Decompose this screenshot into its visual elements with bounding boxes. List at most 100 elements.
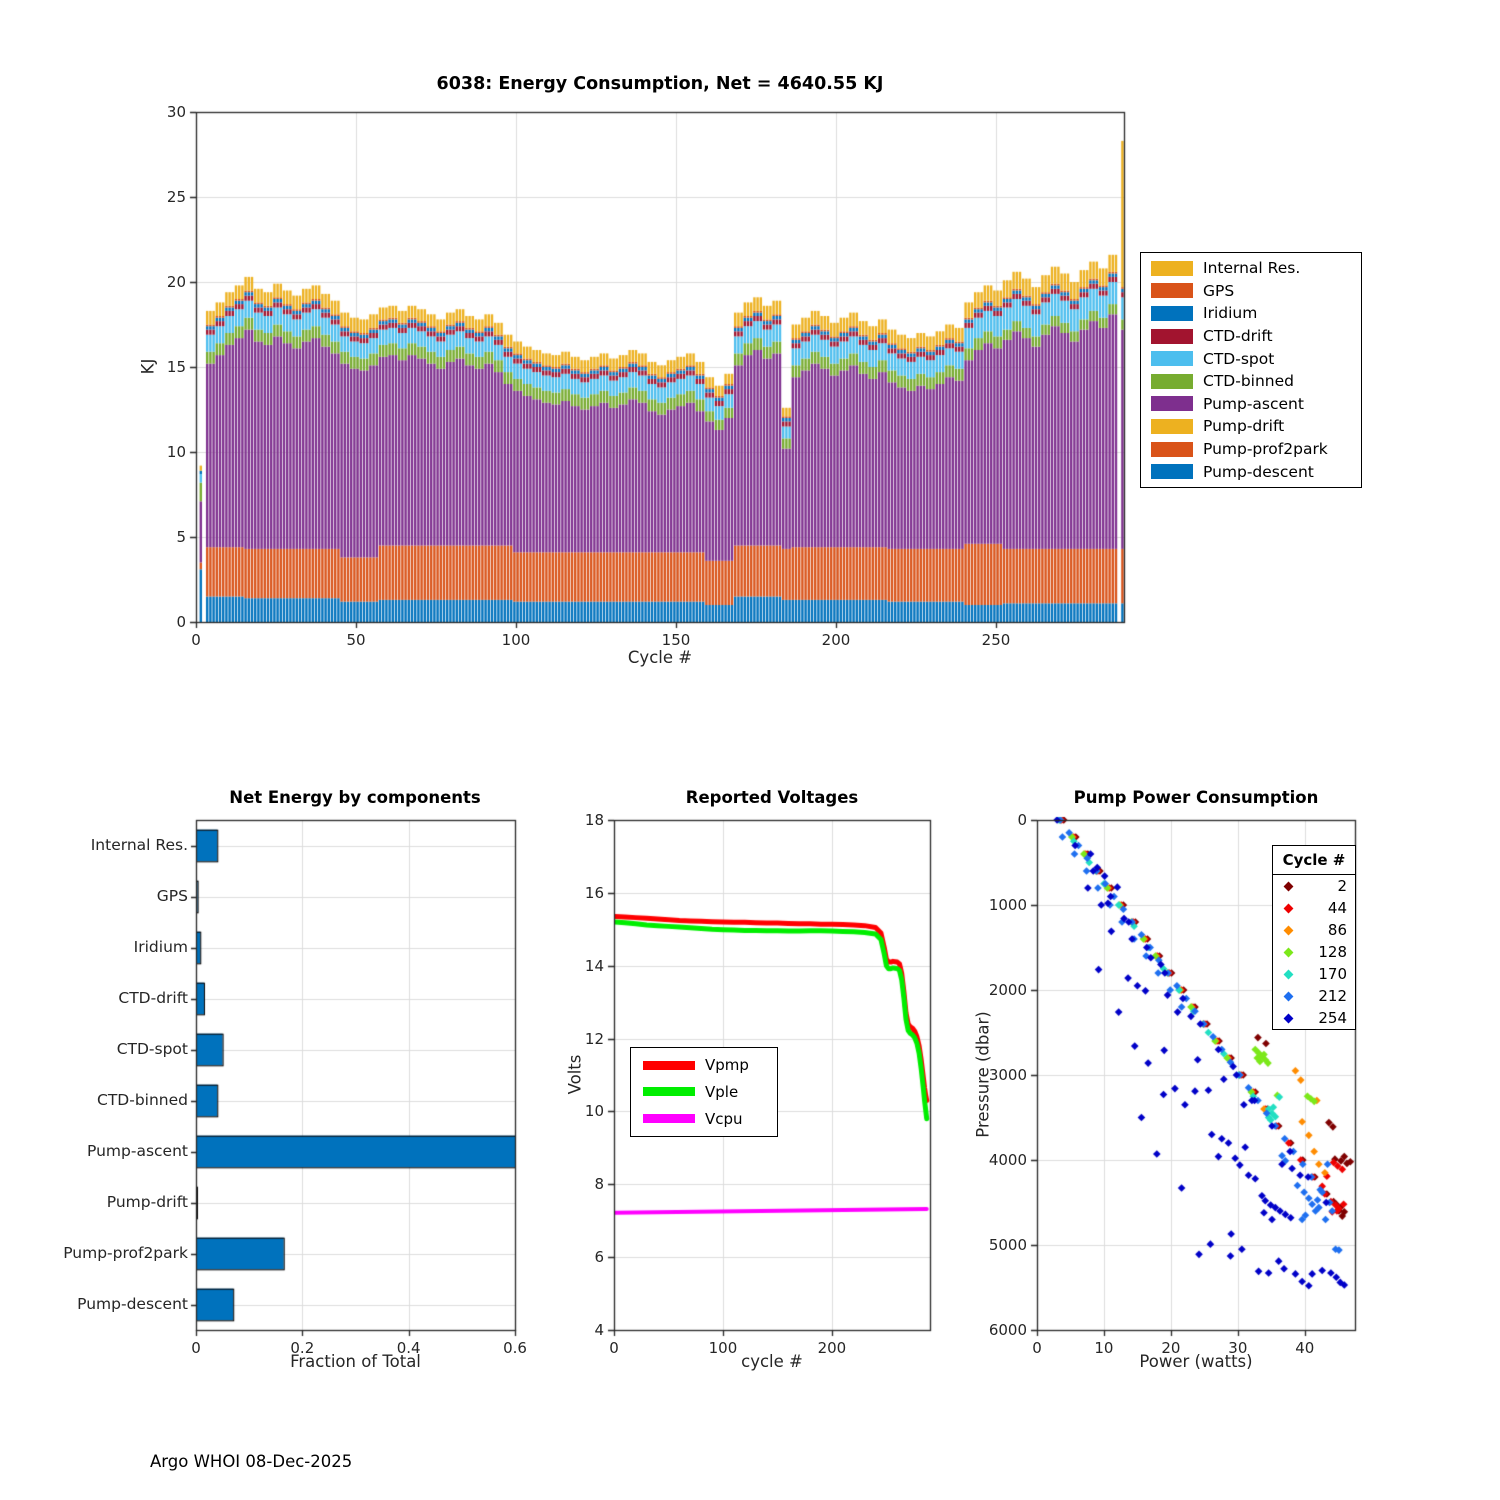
volts-ylabel: Volts [565,1054,585,1095]
pump-ytick: 4000 [988,1151,1027,1169]
pump-legend-items: 2 44 86 128 170 212 254 [1273,875,1355,1029]
volts-ytick: 14 [584,956,604,975]
legend-label: Iridium [1203,304,1258,323]
energy-legend: Internal Res. GPS Iridium CTD-drift CTD-spot… [1140,252,1362,488]
legend-swatch [1151,396,1193,412]
energy-xtick: 150 [661,631,691,649]
pump-legend-item: 212 [1273,985,1355,1007]
energy-xtick: 50 [346,631,366,649]
pump-ytick: 3000 [988,1066,1027,1084]
volts-ytick: 12 [584,1029,604,1048]
pump-ytick: 5000 [988,1236,1027,1254]
legend-line-swatch [643,1114,695,1124]
volts-xtick: 200 [817,1339,847,1357]
energy-xlabel: Cycle # [627,648,693,667]
volts-ytick: 6 [594,1248,604,1267]
legend-label: 86 [1327,921,1347,939]
energy-legend-item: Pump-descent [1141,463,1361,481]
energy-legend-item: CTD-drift [1141,327,1361,345]
legend-swatch [1151,464,1193,480]
energy-ytick: 25 [166,188,186,206]
legend-label: Vcpu [705,1109,743,1128]
legend-label: CTD-spot [1203,349,1275,368]
pump-xtick: 0 [1032,1339,1042,1357]
volts-ytick: 8 [594,1175,604,1194]
legend-label: 254 [1318,1009,1347,1027]
legend-swatch [1151,328,1193,344]
energy-xtick: 0 [191,631,201,649]
net-category-label: CTD-drift [118,988,188,1007]
pump-xtick: 20 [1161,1339,1181,1357]
legend-label: Pump-drift [1203,417,1285,436]
pump-xtick: 30 [1228,1339,1248,1357]
energy-chart-title: 6038: Energy Consumption, Net = 4640.55 … [436,74,884,94]
pump-legend: Cycle # 2 44 86 128 170 212 254 [1272,845,1356,1030]
pump-xtick: 40 [1295,1339,1315,1357]
legend-swatch [1151,283,1193,299]
net-category-label: Pump-descent [77,1294,188,1313]
pump-legend-item: 254 [1273,1007,1355,1029]
pump-xtick: 10 [1094,1339,1114,1357]
net-category-label: Internal Res. [90,835,188,854]
pump-chart-title: Pump Power Consumption [1073,788,1319,807]
volts-ytick: 10 [584,1102,604,1121]
energy-legend-item: GPS [1141,282,1361,300]
legend-label: Pump-prof2park [1203,440,1328,459]
net-chart-title: Net Energy by components [229,788,481,807]
net-category-label: Pump-prof2park [63,1243,188,1262]
pump-legend-item: 2 [1273,875,1355,897]
pump-ytick: 1000 [988,896,1027,914]
legend-label: 44 [1327,899,1347,917]
pump-ytick: 2000 [988,981,1027,999]
legend-label: Vpmp [705,1056,749,1075]
pump-legend-title: Cycle # [1273,846,1355,875]
legend-line-swatch [643,1087,695,1097]
volts-ytick: 4 [594,1321,604,1339]
legend-swatch [1151,418,1193,434]
energy-legend-item: Iridium [1141,304,1361,322]
volts-legend: Vpmp Vple Vcpu [630,1047,778,1137]
legend-label: 128 [1318,943,1347,961]
net-category-label: Pump-drift [106,1192,188,1211]
legend-label: Vple [705,1082,739,1101]
energy-legend-item: Pump-ascent [1141,395,1361,413]
volts-legend-item: Vcpu [631,1110,777,1128]
legend-swatch [1151,373,1193,389]
volts-legend-item: Vpmp [631,1056,777,1074]
legend-label: 170 [1318,965,1347,983]
volts-legend-item: Vple [631,1083,777,1101]
net-category-label: CTD-binned [97,1090,188,1109]
net-xtick: 0.4 [396,1339,421,1357]
legend-label: Internal Res. [1203,259,1301,278]
energy-ytick: 20 [166,273,186,291]
volts-ytick: 16 [584,883,604,902]
energy-legend-item: CTD-spot [1141,350,1361,368]
energy-legend-item: Pump-drift [1141,417,1361,435]
legend-line-swatch [643,1060,695,1070]
energy-ytick: 30 [166,103,186,121]
energy-ytick: 5 [176,528,186,546]
net-category-label: Pump-ascent [87,1141,188,1160]
pump-legend-item: 170 [1273,963,1355,985]
volts-xtick: 100 [708,1339,738,1357]
net-xtick: 0 [191,1339,201,1357]
legend-label: Pump-descent [1203,462,1314,481]
pump-legend-item: 44 [1273,897,1355,919]
energy-ytick: 10 [166,443,186,461]
pump-legend-item: 86 [1273,919,1355,941]
pump-xlabel: Power (watts) [1139,1352,1253,1371]
net-category-label: GPS [156,886,188,905]
net-category-label: CTD-spot [116,1039,188,1058]
energy-xtick: 100 [501,631,531,649]
energy-xtick: 200 [821,631,851,649]
net-xlabel: Fraction of Total [290,1352,421,1371]
legend-label: CTD-drift [1203,327,1273,346]
pump-ytick: 0 [1017,811,1027,829]
legend-swatch [1151,260,1193,276]
net-xtick: 0.6 [503,1339,527,1357]
volts-chart-title: Reported Voltages [685,788,859,807]
legend-label: GPS [1203,281,1235,300]
energy-ytick: 15 [166,358,186,376]
energy-legend-item: Internal Res. [1141,259,1361,277]
